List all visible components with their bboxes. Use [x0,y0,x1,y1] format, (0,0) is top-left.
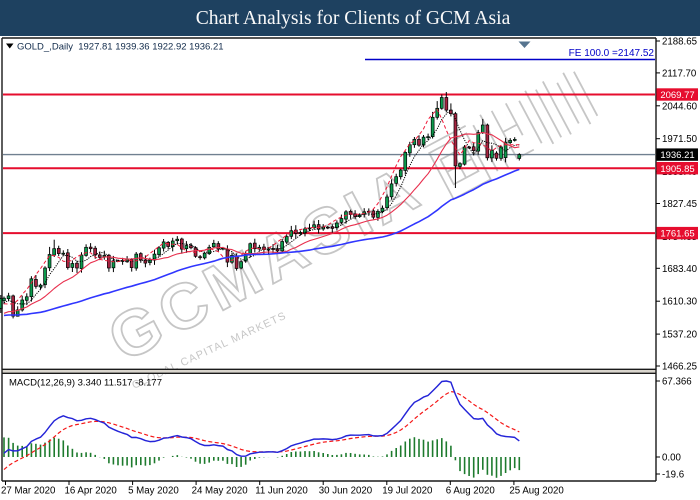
svg-text:27 Mar 2020: 27 Mar 2020 [1,486,56,497]
svg-text:6 Aug 2020: 6 Aug 2020 [446,486,496,497]
svg-text:16 Apr 2020: 16 Apr 2020 [65,486,118,497]
svg-text:2044.60: 2044.60 [662,101,698,112]
svg-text:1761.65: 1761.65 [660,229,694,240]
svg-text:11 Jun 2020: 11 Jun 2020 [255,486,308,497]
svg-text:FE 100.0 =2147.52: FE 100.0 =2147.52 [569,48,655,59]
svg-text:1827.45: 1827.45 [662,199,697,210]
svg-text:1537.20: 1537.20 [662,330,698,341]
svg-text:1905.85: 1905.85 [660,164,694,175]
svg-text:67.366: 67.366 [662,377,692,388]
svg-text:MACD(12,26,9) 3.340 11.517 -8.: MACD(12,26,9) 3.340 11.517 -8.177 [9,378,162,389]
svg-text:2069.77: 2069.77 [660,90,694,101]
svg-text:-19.6: -19.6 [662,470,684,481]
svg-text:19 Jul 2020: 19 Jul 2020 [382,486,433,497]
svg-text:1683.40: 1683.40 [662,264,698,275]
svg-text:1971.50: 1971.50 [662,134,698,145]
svg-text:2188.65: 2188.65 [662,37,697,48]
svg-text:0.00: 0.00 [662,453,681,464]
svg-text:25 Aug 2020: 25 Aug 2020 [509,486,564,497]
svg-text:30 Jun 2020: 30 Jun 2020 [319,486,373,497]
svg-text:1610.30: 1610.30 [662,297,698,308]
svg-text:GOLD_,Daily 1927.81 1939.36 1: GOLD_,Daily 1927.81 1939.36 1922.92 1936… [17,42,224,53]
svg-text:2117.70: 2117.70 [662,68,697,79]
svg-text:Chart Analysis for Clients of: Chart Analysis for Clients of GCM Asia [196,8,511,29]
svg-text:1936.21: 1936.21 [660,150,694,161]
svg-text:24 May 2020: 24 May 2020 [192,486,249,497]
svg-text:5 May 2020: 5 May 2020 [128,486,179,497]
svg-text:1466.25: 1466.25 [662,362,697,373]
